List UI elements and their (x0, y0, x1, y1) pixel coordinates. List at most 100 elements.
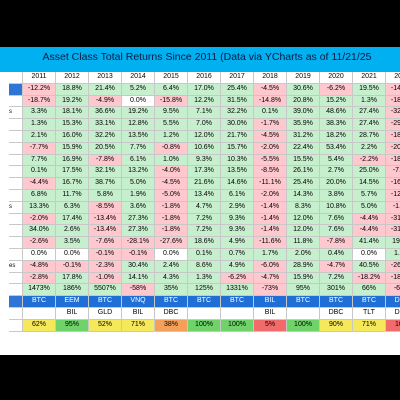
return-cell[interactable]: -1.7% (254, 119, 287, 131)
asset-cell[interactable] (23, 307, 56, 320)
return-cell[interactable]: 12.0% (287, 225, 320, 238)
return-cell[interactable]: 32.2% (89, 130, 122, 143)
return-cell[interactable]: 10.8% (320, 201, 353, 214)
return-cell[interactable]: 25.0% (353, 166, 386, 179)
row-label[interactable] (9, 284, 23, 297)
return-cell[interactable]: 34.0% (23, 225, 56, 238)
return-cell[interactable]: -18.0% (386, 95, 400, 108)
return-cell[interactable]: -65% (386, 284, 400, 297)
return-cell[interactable]: 15.7% (221, 142, 254, 155)
asset-cell[interactable]: DBC (320, 307, 353, 320)
return-cell[interactable]: 1.3% (23, 119, 56, 131)
return-cell[interactable]: 2.1% (23, 130, 56, 143)
return-cell[interactable]: -18.1% (386, 130, 400, 143)
return-cell[interactable]: 30.4% (122, 260, 155, 273)
return-cell[interactable]: 66% (353, 284, 386, 297)
return-cell[interactable]: 22.4% (287, 142, 320, 155)
return-cell[interactable]: -4.7% (254, 272, 287, 285)
return-cell[interactable]: 20.5% (89, 142, 122, 155)
return-cell[interactable]: 15.3% (56, 119, 89, 131)
return-cell[interactable]: 11.8% (287, 237, 320, 249)
return-cell[interactable]: -7.7% (386, 166, 400, 179)
percent-cell[interactable]: 100% (287, 319, 320, 332)
return-cell[interactable]: 20.8% (287, 95, 320, 108)
return-cell[interactable]: 17.3% (188, 166, 221, 179)
best-asset-cell[interactable]: BIL (254, 296, 287, 308)
best-asset-cell[interactable]: BTC (287, 296, 320, 308)
return-cell[interactable]: 7.7% (122, 142, 155, 155)
return-cell[interactable]: 19.3% (386, 237, 400, 249)
row-label[interactable] (9, 237, 23, 249)
return-cell[interactable]: 0.0% (353, 248, 386, 261)
return-cell[interactable]: 16.0% (56, 130, 89, 143)
return-cell[interactable]: -8.5% (254, 166, 287, 179)
row-label[interactable] (9, 272, 23, 285)
return-cell[interactable]: 7.2% (320, 272, 353, 285)
return-cell[interactable]: 35.9% (287, 119, 320, 131)
return-cell[interactable]: -4.5% (155, 178, 188, 190)
return-cell[interactable]: 7.2% (188, 213, 221, 226)
year-header[interactable]: 2012 (56, 72, 89, 84)
return-cell[interactable]: -8.5% (89, 201, 122, 214)
row-label[interactable] (9, 119, 23, 131)
return-cell[interactable]: -18.6% (386, 154, 400, 167)
return-cell[interactable]: 0.0% (23, 248, 56, 261)
return-cell[interactable]: 13.5% (122, 130, 155, 143)
return-cell[interactable]: 27.3% (122, 225, 155, 238)
return-cell[interactable]: -2.0% (254, 142, 287, 155)
return-cell[interactable]: 17.5% (56, 166, 89, 179)
return-cell[interactable]: 1.2% (155, 130, 188, 143)
return-cell[interactable]: 125% (188, 284, 221, 297)
return-cell[interactable]: 2.6% (56, 225, 89, 238)
year-header[interactable]: 2019 (287, 72, 320, 84)
return-cell[interactable]: -0.1% (56, 260, 89, 273)
return-cell[interactable]: -13.4% (89, 213, 122, 226)
row-label[interactable]: es (9, 260, 23, 273)
return-cell[interactable]: 38.7% (89, 178, 122, 190)
return-cell[interactable]: 1.3% (188, 272, 221, 285)
return-cell[interactable]: 31.2% (287, 130, 320, 143)
return-cell[interactable]: 15.2% (320, 95, 353, 108)
row-label[interactable] (9, 72, 23, 84)
percent-cell[interactable]: 71% (353, 319, 386, 332)
return-cell[interactable]: 6.8% (23, 189, 56, 202)
return-cell[interactable]: 14.3% (287, 189, 320, 202)
row-label[interactable]: s (9, 107, 23, 120)
return-cell[interactable]: 4.3% (155, 272, 188, 285)
year-header[interactable]: 2014 (122, 72, 155, 84)
return-cell[interactable]: 2.2% (353, 142, 386, 155)
return-cell[interactable]: 41.4% (353, 237, 386, 249)
return-cell[interactable]: 13.3% (23, 201, 56, 214)
return-cell[interactable]: -1.8% (155, 201, 188, 214)
return-cell[interactable]: 1473% (23, 284, 56, 297)
return-cell[interactable]: -4.0% (155, 166, 188, 179)
return-cell[interactable]: 19.2% (56, 95, 89, 108)
return-cell[interactable]: 15.5% (287, 154, 320, 167)
best-asset-cell[interactable]: EEM (56, 296, 89, 308)
return-cell[interactable]: 2.9% (221, 201, 254, 214)
row-label[interactable] (9, 95, 23, 108)
row-label[interactable] (9, 225, 23, 238)
return-cell[interactable]: -1.8% (155, 225, 188, 238)
asset-cell[interactable]: DBC (155, 307, 188, 320)
return-cell[interactable]: -14.8% (254, 95, 287, 108)
return-cell[interactable]: -7.7% (23, 142, 56, 155)
asset-cell[interactable]: BIL (254, 307, 287, 320)
return-cell[interactable]: -5.5% (254, 154, 287, 167)
return-cell[interactable]: 21.6% (188, 178, 221, 190)
percent-cell[interactable]: 52% (89, 319, 122, 332)
row-label[interactable] (9, 166, 23, 179)
return-cell[interactable]: -4.4% (353, 225, 386, 238)
return-cell[interactable]: 40.5% (353, 260, 386, 273)
return-cell[interactable]: -1.4% (254, 201, 287, 214)
asset-cell[interactable]: GLD (89, 307, 122, 320)
return-cell[interactable]: 0.1% (254, 107, 287, 120)
return-cell[interactable]: 4.9% (221, 237, 254, 249)
row-label[interactable] (9, 189, 23, 202)
return-cell[interactable]: 6.1% (122, 154, 155, 167)
asset-cell[interactable]: BIL (122, 307, 155, 320)
year-header[interactable]: 2020 (320, 72, 353, 84)
return-cell[interactable]: -1.3% (386, 201, 400, 214)
return-cell[interactable]: -27.6% (155, 237, 188, 249)
return-cell[interactable]: 2.7% (320, 166, 353, 179)
